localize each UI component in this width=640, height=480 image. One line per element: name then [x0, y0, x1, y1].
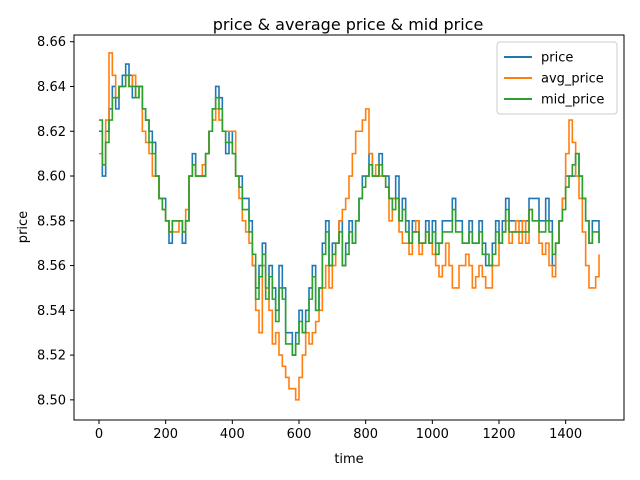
x-tick-label: 0 [95, 427, 103, 442]
legend-label-mid-price: mid_price [541, 93, 604, 108]
x-tick-label: 1000 [416, 427, 449, 442]
x-axis: 0 200 400 600 800 1000 1200 1400 [95, 420, 582, 442]
y-tick-label: 8.52 [37, 349, 66, 364]
x-tick-label: 1400 [549, 427, 582, 442]
legend-box [496, 41, 618, 115]
x-tick-label: 800 [353, 427, 378, 442]
y-tick-label: 8.56 [37, 259, 66, 274]
x-axis-label: time [334, 452, 363, 467]
plot-area: 0 200 400 600 800 1000 1200 1400 8.508.528.548.… [37, 34, 625, 442]
x-tick-label: 400 [220, 427, 245, 442]
legend-label-price: price [541, 51, 573, 66]
y-tick-label: 8.54 [37, 304, 66, 319]
series-layer [99, 52, 600, 401]
x-tick-label: 200 [153, 427, 178, 442]
axes-frame [73, 34, 625, 421]
y-tick-label: 8.58 [37, 214, 66, 229]
legend: price avg_price mid_price [496, 41, 618, 115]
y-tick-label: 8.60 [37, 170, 66, 185]
x-tick-label: 1200 [482, 427, 515, 442]
y-tick-label: 8.62 [37, 125, 66, 140]
y-tick-label: 8.50 [37, 393, 66, 408]
legend-label-avg-price: avg_price [541, 72, 604, 87]
y-axis: 8.50 8.52 8.54 8.56 8.58 8.60 8.62 8.64 8.66 [37, 35, 74, 408]
y-tick-label: 8.66 [37, 35, 66, 50]
y-tick-label: 8.64 [37, 80, 66, 95]
chart-title: price & average price & mid price [213, 15, 484, 34]
y-axis-label: price [16, 211, 31, 243]
x-tick-label: 600 [287, 427, 312, 442]
series-line-mid-price [99, 74, 600, 356]
